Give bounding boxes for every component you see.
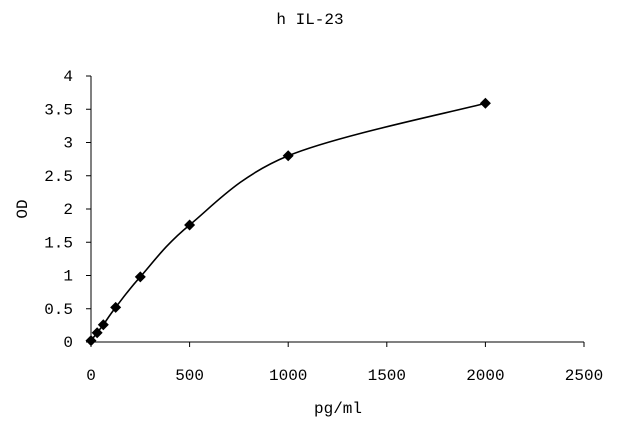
data-point-marker (110, 301, 122, 313)
data-point-marker (282, 150, 294, 162)
y-tick-label: 4 (63, 68, 73, 86)
x-tick-label: 1000 (269, 367, 307, 385)
x-tick-label: 1500 (368, 367, 406, 385)
x-tick-label: 2500 (565, 367, 603, 385)
data-point-marker (134, 271, 146, 283)
fit-curve-layer (90, 102, 486, 342)
fit-curve (90, 102, 486, 342)
data-point-marker (91, 327, 103, 339)
y-tick-label: 3.5 (44, 101, 73, 119)
y-tick-label: 0 (63, 334, 73, 352)
y-tick-label: 1.5 (44, 234, 73, 252)
data-point-marker (479, 97, 491, 109)
x-tick-label: 2000 (466, 367, 504, 385)
axes: 0 0.5 1 1.5 2 2.5 3 3.5 4 0 500 1000 1500 2000 2500 (44, 68, 603, 385)
x-axis-label: pg/ml (314, 400, 362, 418)
x-tick-label: 0 (86, 367, 96, 385)
x-tick-label: 500 (175, 367, 204, 385)
data-point-marker (85, 335, 97, 347)
y-tick-label: 1 (63, 268, 73, 286)
y-tick-label: 0.5 (44, 301, 73, 319)
y-tick-label: 3 (63, 135, 73, 153)
data-point-marker (184, 219, 196, 231)
data-points (85, 97, 491, 347)
y-axis-label: OD (14, 199, 32, 218)
chart-title: h IL-23 (276, 11, 343, 29)
data-point-marker (97, 319, 109, 331)
y-tick-label: 2.5 (44, 168, 73, 186)
y-tick-label: 2 (63, 201, 73, 219)
